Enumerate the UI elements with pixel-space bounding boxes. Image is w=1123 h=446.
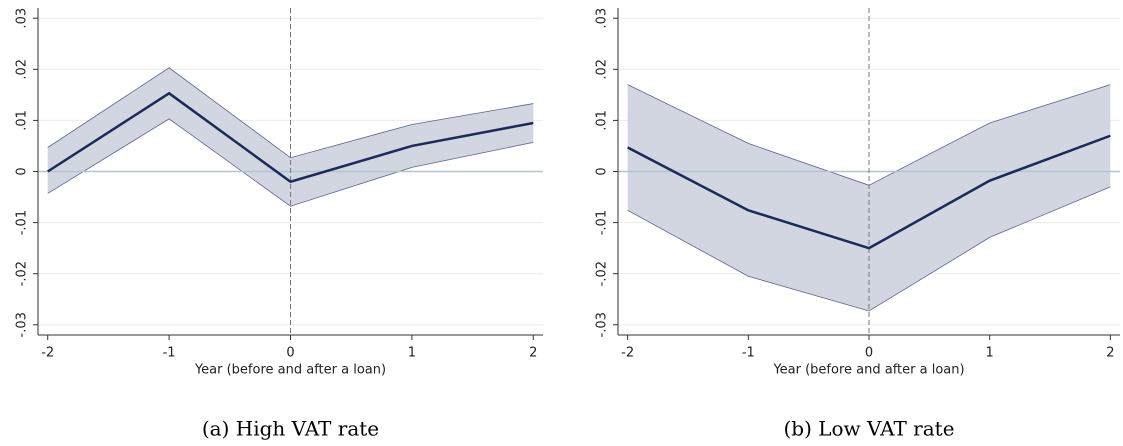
y-tick-label: .03 — [595, 8, 610, 29]
band-lower — [627, 186, 1111, 312]
band-lower — [47, 118, 534, 207]
x-tick-label: -1 — [742, 346, 755, 361]
x-axis-label: Year (before and after a loan) — [772, 363, 964, 378]
confidence-band — [627, 84, 1111, 311]
y-tick-label: -.02 — [595, 261, 610, 286]
confidence-band — [47, 67, 534, 207]
x-tick-label: 2 — [1106, 346, 1114, 361]
y-tick-label: -.03 — [15, 312, 30, 337]
y-tick-label: -.01 — [15, 210, 30, 235]
y-tick-label: .02 — [595, 59, 610, 80]
chart-panel: .03 .02 .01 0 -.01 -.02 -.03 -2 -1 0 1 2 Year (befor… — [595, 8, 1120, 441]
y-tick-label: .02 — [15, 59, 30, 80]
chart-panel: .03 .02 .01 0 -.01 -.02 -.03 -2 -1 0 1 2 Year (befor… — [15, 8, 543, 441]
x-tick-label: -2 — [621, 346, 634, 361]
caption: (a) High VAT rate — [202, 417, 379, 441]
line — [47, 91, 534, 184]
y-tick-label: -.02 — [15, 261, 30, 286]
x-tick-label: -2 — [41, 346, 54, 361]
line — [627, 134, 1111, 250]
x-tick-label: 1 — [986, 346, 994, 361]
x-axis-label: Year (before and after a loan) — [194, 363, 386, 378]
x-tick-label: -1 — [163, 346, 176, 361]
x-tick-label: 2 — [529, 346, 537, 361]
caption: (b) Low VAT rate — [783, 417, 954, 441]
y-tick-label: -.01 — [595, 210, 610, 235]
x-tick-label: 0 — [865, 346, 873, 361]
x-tick-label: 1 — [408, 346, 416, 361]
y-tick-label: .03 — [15, 8, 30, 29]
y-tick-label: .01 — [595, 110, 610, 131]
y-tick-label: 0 — [15, 167, 30, 175]
y-tick-label: 0 — [595, 167, 610, 175]
x-tick-label: 0 — [286, 346, 294, 361]
y-tick-label: .01 — [15, 110, 30, 131]
band-upper — [47, 67, 534, 159]
y-tick-label: -.03 — [595, 312, 610, 337]
